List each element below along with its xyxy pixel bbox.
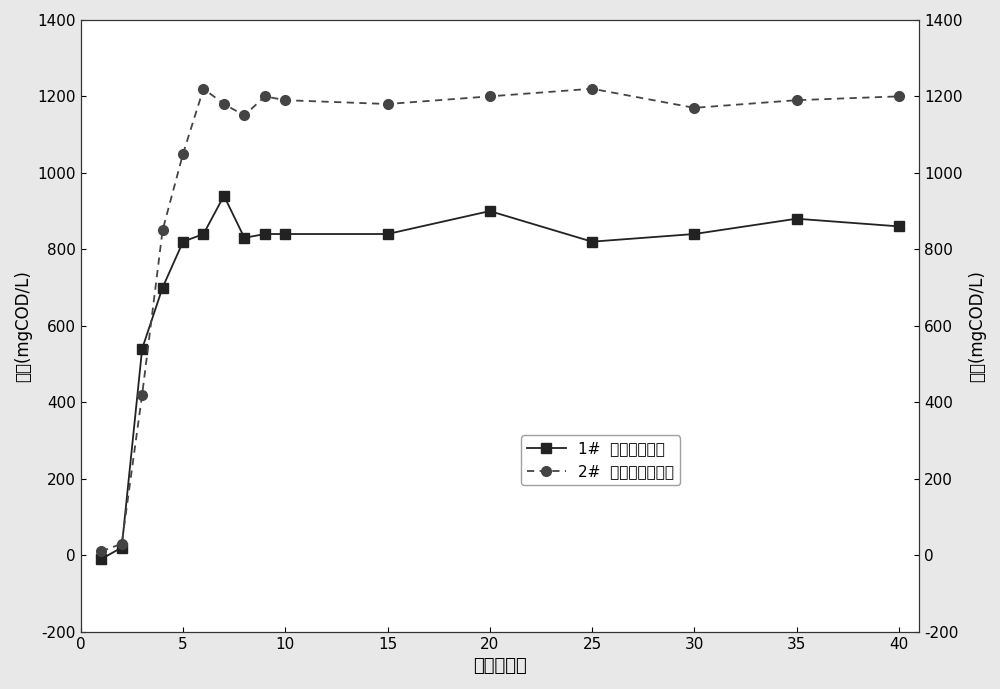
1#  未预处理装置 (238, 234, 250, 242)
2#  强碱预处理装置 (279, 96, 291, 104)
1#  未预处理装置 (688, 230, 700, 238)
Y-axis label: 乙酸(mgCOD/L): 乙酸(mgCOD/L) (968, 270, 986, 382)
1#  未预处理装置 (218, 192, 230, 200)
1#  未预处理装置 (382, 230, 394, 238)
1#  未预处理装置 (791, 214, 803, 223)
2#  强碱预处理装置 (177, 150, 189, 158)
1#  未预处理装置 (95, 555, 107, 563)
2#  强碱预处理装置 (218, 100, 230, 108)
2#  强碱预处理装置 (116, 539, 128, 548)
2#  强碱预处理装置 (382, 100, 394, 108)
1#  未预处理装置 (197, 230, 209, 238)
2#  强碱预处理装置 (136, 391, 148, 399)
2#  强碱预处理装置 (688, 104, 700, 112)
2#  强碱预处理装置 (259, 92, 271, 101)
1#  未预处理装置 (279, 230, 291, 238)
2#  强碱预处理装置 (238, 112, 250, 120)
2#  强碱预处理装置 (791, 96, 803, 104)
1#  未预处理装置 (484, 207, 496, 215)
1#  未预处理装置 (586, 238, 598, 246)
X-axis label: 时间（天）: 时间（天） (473, 657, 527, 675)
1#  未预处理装置 (116, 544, 128, 552)
Line: 2#  强碱预处理装置: 2# 强碱预处理装置 (96, 84, 904, 556)
Y-axis label: 乙酸(mgCOD/L): 乙酸(mgCOD/L) (14, 270, 32, 382)
2#  强碱预处理装置 (197, 85, 209, 93)
1#  未预处理装置 (157, 283, 169, 291)
1#  未预处理装置 (136, 344, 148, 353)
1#  未预处理装置 (177, 238, 189, 246)
2#  强碱预处理装置 (157, 226, 169, 234)
2#  强碱预处理装置 (893, 92, 905, 101)
Legend: 1#  未预处理装置, 2#  强碱预处理装置: 1# 未预处理装置, 2# 强碱预处理装置 (521, 435, 680, 485)
1#  未预处理装置 (259, 230, 271, 238)
Line: 1#  未预处理装置: 1# 未预处理装置 (96, 191, 904, 564)
2#  强碱预处理装置 (95, 547, 107, 555)
2#  强碱预处理装置 (586, 85, 598, 93)
1#  未预处理装置 (893, 223, 905, 231)
2#  强碱预处理装置 (484, 92, 496, 101)
